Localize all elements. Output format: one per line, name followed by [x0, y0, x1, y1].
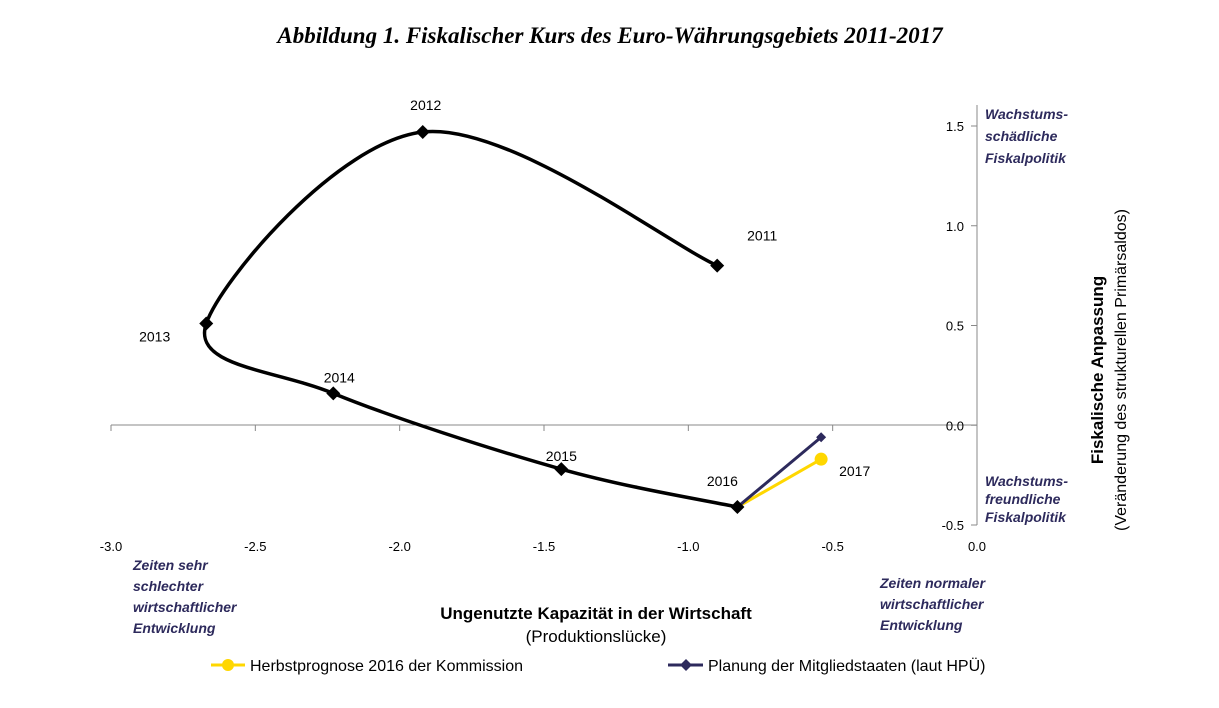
y-tick-label: 1.0 [946, 219, 964, 234]
legend-marker-commission [222, 659, 234, 671]
chart-title: Abbildung 1. Fiskalischer Kurs des Euro-… [275, 23, 944, 48]
x-tick-label: -2.5 [244, 539, 266, 554]
y-ticks: -0.5 0.0 0.5 1.0 1.5 [942, 119, 977, 533]
x-axis-label: Ungenutzte Kapazität in der Wirtschaft [440, 604, 752, 623]
annotation-bottom-left: Zeiten sehr schlechter wirtschaftlicher Ent… [132, 557, 238, 636]
annotation-line: Entwicklung [133, 620, 216, 636]
point-label: 2017 [839, 463, 870, 479]
series-group [199, 124, 828, 515]
series-line-0 [202, 129, 738, 509]
point-label: 2016 [707, 473, 738, 489]
annotation-line: wirtschaftlicher [133, 599, 238, 615]
x-tick-label: -3.0 [100, 539, 122, 554]
legend-marker-member-states [680, 659, 692, 671]
y-tick-label: 1.5 [946, 119, 964, 134]
data-point [415, 124, 430, 139]
annotation-line: Fiskalpolitik [985, 150, 1067, 166]
y-axis-label: Fiskalische Anpassung [1088, 276, 1107, 464]
data-point [710, 258, 725, 273]
point-label: 2015 [546, 448, 577, 464]
y-tick-label: -0.5 [942, 518, 964, 533]
x-tick-label: -1.5 [533, 539, 555, 554]
legend-label-member-states: Planung der Mitgliedstaaten (laut HPÜ) [708, 657, 985, 675]
point-label: 2013 [139, 329, 170, 345]
annotation-line: wirtschaftlicher [880, 596, 985, 612]
annotation-line: Entwicklung [880, 617, 963, 633]
series-line-2 [736, 436, 823, 509]
annotation-bottom-right: Wachstums-freundliche Fiskalpolitik [985, 473, 1068, 525]
data-point [554, 462, 569, 477]
point-label: 2012 [410, 97, 441, 113]
data-point [326, 386, 341, 401]
annotation-line: Zeiten normaler [879, 575, 987, 591]
point-label: 2014 [324, 369, 355, 385]
annotation-top-right: Wachstums-schädliche Fiskalpolitik [985, 106, 1068, 166]
data-point [730, 500, 745, 515]
point-label: 2011 [747, 228, 777, 244]
series-line-1 [736, 457, 822, 509]
legend-label-commission: Herbstprognose 2016 der Kommission [250, 658, 523, 675]
y-tick-label: 0.5 [946, 319, 964, 334]
point-labels: 2011 2012 2013 2014 2015 2016 2017 [139, 97, 870, 489]
x-axis-sublabel: (Produktionslücke) [526, 627, 667, 646]
x-tick-label: 0.0 [968, 539, 986, 554]
data-point [814, 452, 828, 466]
y-axis-sublabel: (Veränderung des strukturellen Primärsal… [1113, 209, 1130, 531]
annotation-line: Wachstums- [985, 106, 1068, 122]
data-point [816, 432, 827, 443]
annotation-bottom-center-right: Zeiten normaler wirtschaftlicher Entwicklu… [879, 575, 987, 633]
x-ticks: -3.0 -2.5 -2.0 -1.5 -1.0 -0.5 0.0 [100, 425, 986, 554]
annotation-line: Wachstums- [985, 473, 1068, 489]
annotation-line: schädliche [985, 128, 1058, 144]
annotation-line: schlechter [133, 578, 205, 594]
annotation-line: Zeiten sehr [132, 557, 209, 573]
x-tick-label: -1.0 [677, 539, 699, 554]
annotation-line: freundliche [985, 491, 1061, 507]
x-tick-label: -2.0 [388, 539, 410, 554]
y-tick-label: 0.0 [946, 418, 964, 433]
x-tick-label: -0.5 [821, 539, 843, 554]
annotation-line: Fiskalpolitik [985, 509, 1067, 525]
legend: Herbstprognose 2016 der Kommission Planu… [211, 657, 985, 675]
data-point [199, 316, 214, 331]
